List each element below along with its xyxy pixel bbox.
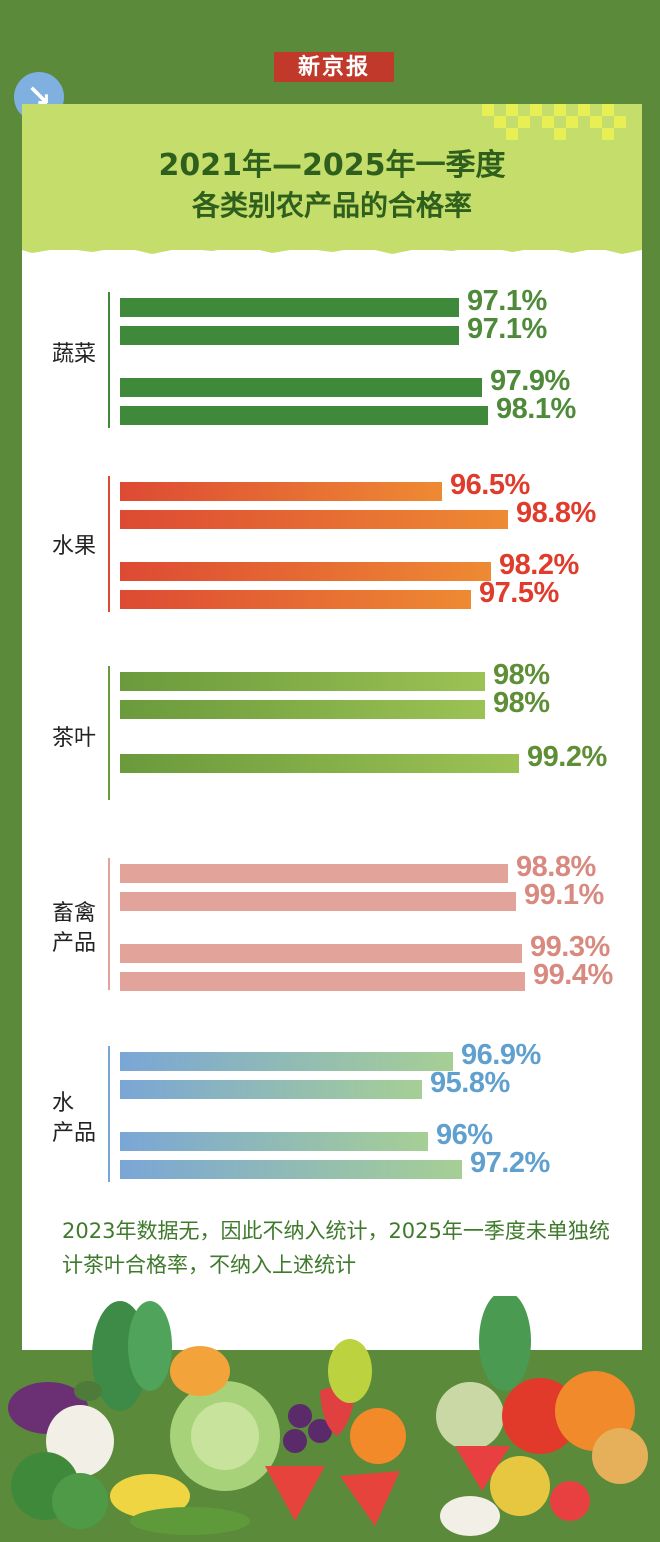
bar-value-label: 98.8% [516, 497, 596, 529]
chart-title-line2: 各类别农产品的合格率 [191, 189, 472, 222]
bar-value-label: 96.9% [461, 1039, 541, 1071]
category-divider-line [108, 666, 110, 800]
bar [120, 1052, 453, 1071]
bar-value-label: 99.4% [533, 959, 613, 991]
bar-value-label: 96% [436, 1119, 493, 1151]
bar-value-label: 97.1% [467, 313, 547, 345]
bar-value-label: 98% [493, 687, 550, 719]
bar-value-label: 99.2% [527, 741, 607, 773]
bar-value-label: 96.5% [450, 469, 530, 501]
bar [120, 1080, 422, 1099]
bar [120, 672, 485, 691]
category-label: 茶叶 [52, 726, 97, 751]
bar [120, 298, 459, 317]
title-banner [22, 104, 642, 254]
category-label: 蔬菜 [52, 342, 97, 367]
bar [120, 482, 442, 501]
bar [120, 378, 482, 397]
bar [120, 1132, 428, 1151]
bar [120, 510, 508, 529]
chart-title-line1: 2021年—2025年一季度 [158, 148, 506, 183]
bar [120, 944, 522, 963]
bar-value-label: 98% [493, 659, 550, 691]
bar-value-label: 97.9% [490, 365, 570, 397]
category-label: 水 产品 [52, 1091, 97, 1146]
bar [120, 864, 508, 883]
bar [120, 700, 485, 719]
bar [120, 1160, 462, 1179]
bar-value-label: 99.1% [524, 879, 604, 911]
vegetables-illustration [8, 1296, 648, 1536]
bar [120, 972, 525, 991]
checker-decoration [482, 104, 626, 140]
bar-value-label: 97.1% [467, 285, 547, 317]
bar-value-label: 98.8% [516, 851, 596, 883]
bar-value-label: 95.8% [430, 1067, 510, 1099]
footnote: 2023年数据无，因此不纳入统计，2025年一季度未单独统计茶叶合格率，不纳入上… [62, 1219, 610, 1277]
category-label: 畜禽 产品 [52, 901, 97, 956]
torn-edge [22, 242, 642, 254]
bar-value-label: 98.2% [499, 549, 579, 581]
category-label: 水果 [52, 534, 97, 559]
bar [120, 406, 488, 425]
category-divider-line [108, 476, 110, 612]
bar-value-label: 98.1% [496, 393, 576, 425]
brand-logo: 新京报 [274, 52, 394, 82]
bar [120, 754, 519, 773]
bar [120, 892, 516, 911]
bar-value-label: 97.2% [470, 1147, 550, 1179]
category-divider-line [108, 1046, 110, 1182]
bar [120, 590, 471, 609]
bar-value-label: 97.5% [479, 577, 559, 609]
bar-value-label: 99.3% [530, 931, 610, 963]
bar [120, 562, 491, 581]
category-divider-line [108, 858, 110, 990]
category-divider-line [108, 292, 110, 428]
bar [120, 326, 459, 345]
